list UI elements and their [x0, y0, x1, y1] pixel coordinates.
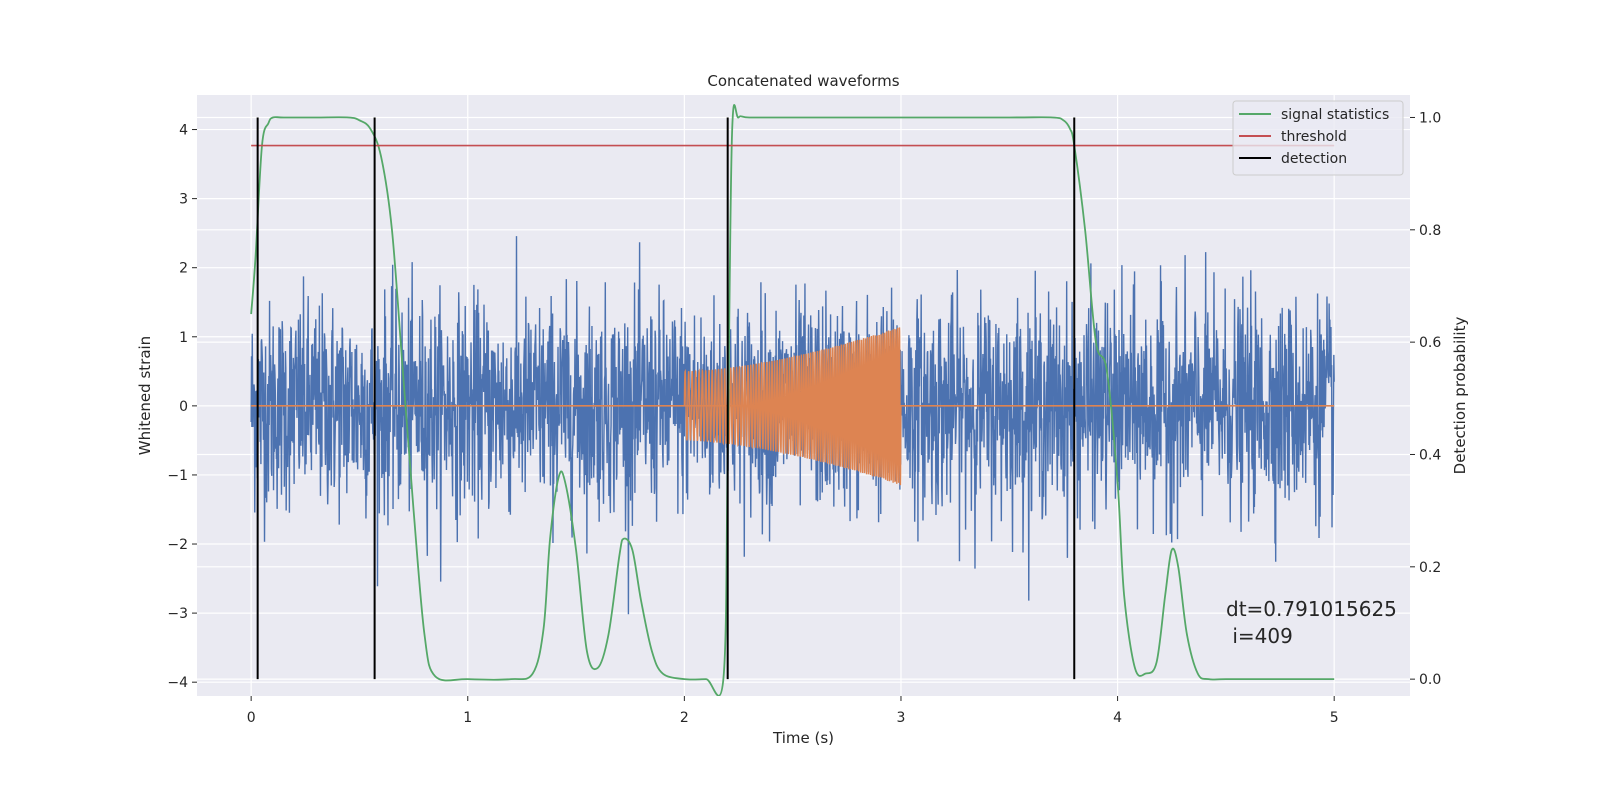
series-layer — [250, 104, 1335, 696]
x-tick-label: 1 — [463, 710, 472, 726]
x-tick-label: 0 — [247, 710, 256, 726]
y2-axis-label: Detection probability — [1451, 317, 1469, 475]
annotation-i: i=409 — [1226, 624, 1293, 648]
y-tick-label: −1 — [167, 468, 188, 484]
axes: 0 1 2 3 4 5 −4 −3 −2 −1 0 1 2 3 4 0.0 0.2 0.4 0.6 0.8 1.0 — [167, 110, 1441, 726]
legend: signal statistics threshold detection — [1232, 100, 1404, 176]
y-tick-label: 4 — [179, 123, 188, 139]
y-tick-label: 0 — [179, 399, 188, 415]
y-tick-label: 3 — [179, 192, 188, 208]
legend-box — [1232, 100, 1404, 176]
x-tick-label: 3 — [897, 710, 906, 726]
annotation-dt: dt=0.791015625 — [1226, 597, 1397, 621]
y2-tick-label: 0.0 — [1419, 672, 1441, 688]
y2-tick-label: 0.4 — [1419, 447, 1441, 463]
x-tick-label: 2 — [680, 710, 689, 726]
y-tick-label: 2 — [179, 261, 188, 277]
y2-tick-label: 0.8 — [1419, 223, 1441, 239]
series-signal-statistics-line — [250, 104, 1335, 696]
y2-tick-label: 0.6 — [1419, 335, 1441, 351]
series-clip-group — [250, 104, 1335, 696]
y2-tick-label: 0.2 — [1419, 560, 1441, 576]
x-axis-label: Time (s) — [772, 729, 834, 747]
y-axis-label: Whitened strain — [136, 336, 154, 455]
legend-label: signal statistics — [1281, 107, 1389, 123]
legend-label: detection — [1281, 151, 1347, 167]
series-chirp-line — [683, 327, 902, 486]
x-tick-label: 4 — [1113, 710, 1122, 726]
y-tick-label: −3 — [167, 606, 188, 622]
chart-title: Concatenated waveforms — [707, 72, 899, 90]
y-tick-label: 1 — [179, 330, 188, 346]
y-tick-label: −4 — [167, 675, 188, 691]
legend-label: threshold — [1281, 129, 1347, 145]
x-tick-label: 5 — [1330, 710, 1339, 726]
y2-tick-label: 1.0 — [1419, 110, 1441, 126]
annotation: dt=0.791015625 i=409 — [1226, 597, 1397, 648]
y-tick-label: −2 — [167, 537, 188, 553]
